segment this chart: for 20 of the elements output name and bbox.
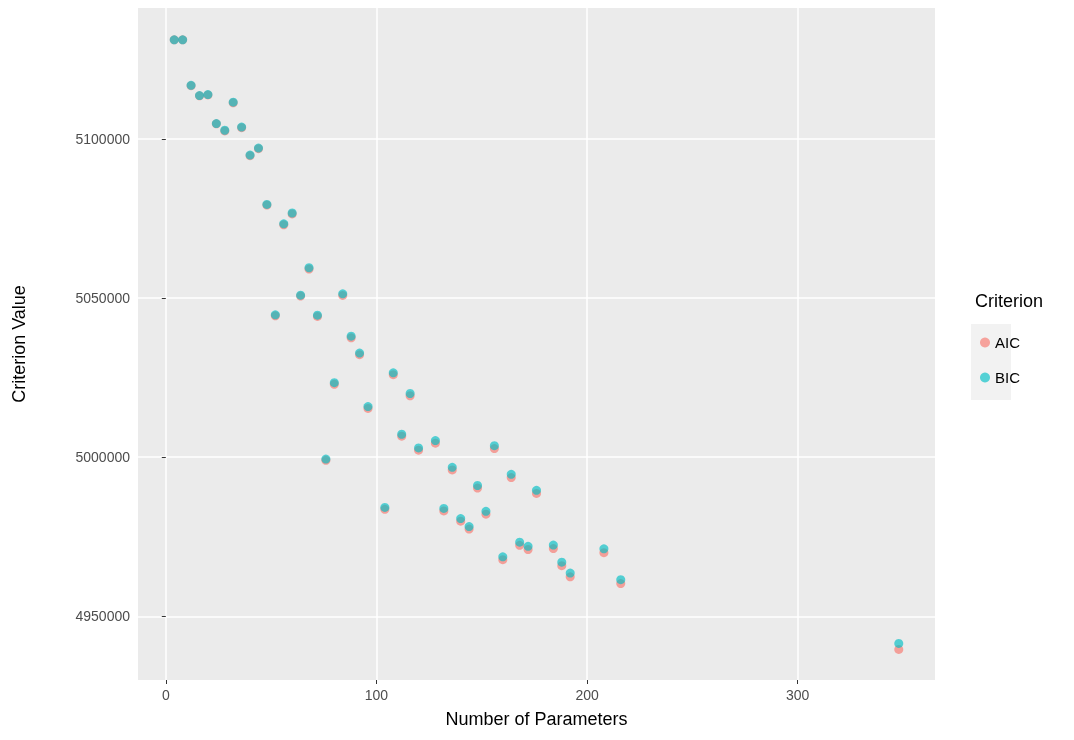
point <box>616 575 626 585</box>
point <box>557 557 567 567</box>
point <box>599 544 609 554</box>
y-tick-label: 5100000 <box>75 130 131 147</box>
x-tick-label: 300 <box>785 687 810 703</box>
point <box>548 540 558 550</box>
point <box>894 638 904 648</box>
y-axis-title: Criterion Value <box>9 285 29 403</box>
y-tick-label: 5050000 <box>75 290 131 306</box>
legend-label: AIC <box>995 334 1021 351</box>
point <box>565 568 575 578</box>
y-tick-label: 4950000 <box>75 608 131 625</box>
point <box>506 469 516 479</box>
x-axis-title: Number of Parameters <box>445 709 628 729</box>
y-tick-label: 5000000 <box>75 449 131 466</box>
x-tick-label: 200 <box>575 687 599 703</box>
legend-label: BIC <box>995 369 1021 386</box>
x-tick-label: 100 <box>364 687 389 703</box>
legend-title: Criterion <box>975 291 1044 311</box>
x-tick-label: 0 <box>161 687 170 703</box>
